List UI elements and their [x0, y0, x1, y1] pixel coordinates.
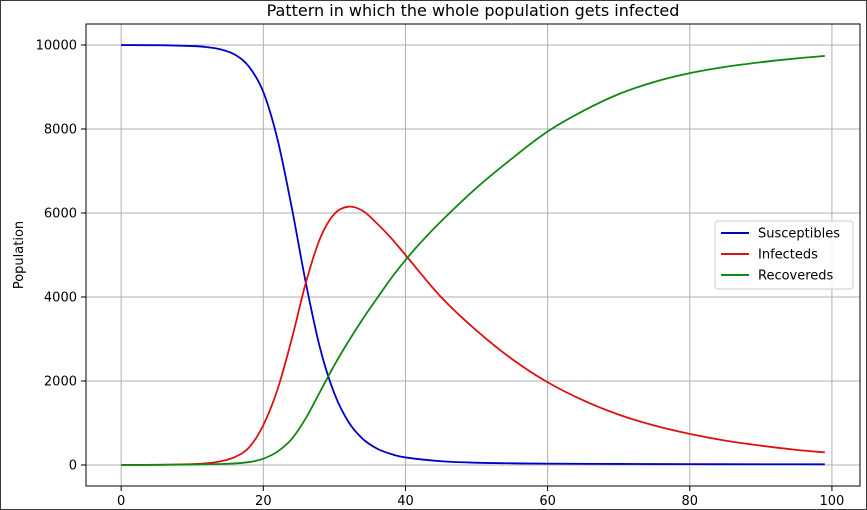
legend-box: [714, 220, 854, 290]
legend-label-infecteds: Infecteds: [758, 248, 818, 263]
plot-frame: [85, 23, 861, 487]
y-tick-label: 2000: [44, 375, 77, 390]
y-tick-label: 4000: [44, 291, 77, 306]
series-line-recovereds: [121, 55, 825, 466]
series-lines: [121, 44, 825, 466]
chart-title: Pattern in which the whole population ge…: [267, 1, 680, 20]
legend: Susceptibles Infecteds Recovereds: [714, 220, 854, 290]
x-tick-label: 80: [682, 494, 699, 509]
x-tick-label: 100: [820, 494, 845, 509]
x-tick-label: 20: [255, 494, 272, 509]
x-tick-label: 0: [117, 494, 125, 509]
x-axis-ticks: 0 20 40 60 80 100: [117, 486, 844, 509]
legend-label-susceptibles: Susceptibles: [758, 227, 840, 242]
legend-label-recovereds: Recovereds: [758, 269, 834, 284]
series-line-susceptibles: [121, 44, 825, 466]
y-axis-ticks: 0 2000 4000 6000 8000 10000: [36, 39, 86, 474]
y-tick-label: 8000: [44, 123, 77, 138]
y-tick-label: 10000: [36, 39, 77, 54]
y-tick-label: 0: [69, 459, 77, 474]
y-tick-label: 6000: [44, 207, 77, 222]
y-axis-label: Population: [12, 221, 27, 289]
series-line-infecteds: [121, 205, 825, 466]
x-tick-label: 40: [397, 494, 414, 509]
x-tick-label: 60: [539, 494, 556, 509]
